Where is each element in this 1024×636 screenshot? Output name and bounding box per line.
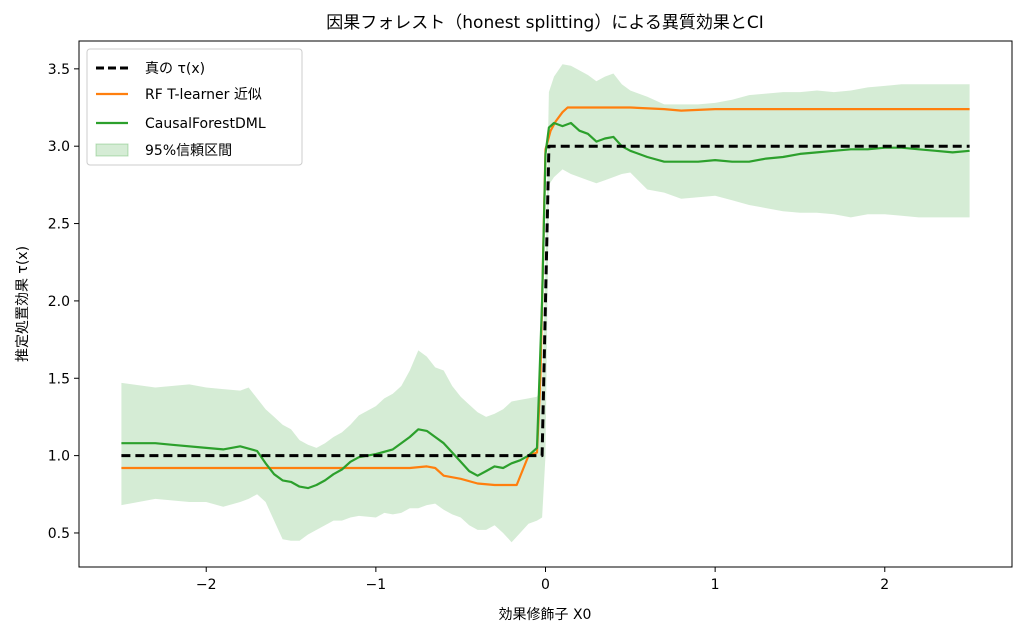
y-tick-label: 1.0 [48,449,70,465]
legend: 真の τ(x) RF T-learner 近似 CausalForestDML … [86,48,303,166]
x-axis: −2 −1 0 1 2 [196,567,889,593]
series-line-true-tau [121,144,970,458]
legend-swatch-ci-band [95,143,129,157]
x-tick-label: −2 [196,577,217,593]
x-tick-label: 2 [880,577,889,593]
y-tick-label: 1.5 [48,371,70,387]
legend-label-causal-forest: CausalForestDML [145,116,266,132]
y-axis-label: 推定処置効果 τ(x) [15,246,31,362]
x-tick-label: 0 [541,577,550,593]
y-tick-label: 2.0 [48,294,70,310]
y-tick-label: 2.5 [48,217,70,233]
series-line-causal-forest [121,121,970,490]
legend-label-ci-band: 95%信頼区間 [145,143,232,159]
y-tick-label: 0.5 [48,526,70,542]
legend-label-true-tau: 真の τ(x) [145,61,205,77]
legend-box [86,48,303,166]
x-tick-label: 1 [711,577,720,593]
legend-label-rf-tlearner: RF T-learner 近似 [145,87,262,103]
ci-band-area [121,64,970,543]
y-tick-label: 3.0 [48,139,70,155]
x-axis-label: 効果修飾子 X0 [499,607,592,623]
plot-layer [121,64,970,543]
y-tick-label: 3.5 [48,62,70,78]
y-axis: 0.5 1.0 1.5 2.0 2.5 3.0 3.5 [48,62,79,542]
x-tick-label: −1 [366,577,387,593]
chart-title: 因果フォレスト（honest splitting）による異質効果とCI [326,13,763,33]
